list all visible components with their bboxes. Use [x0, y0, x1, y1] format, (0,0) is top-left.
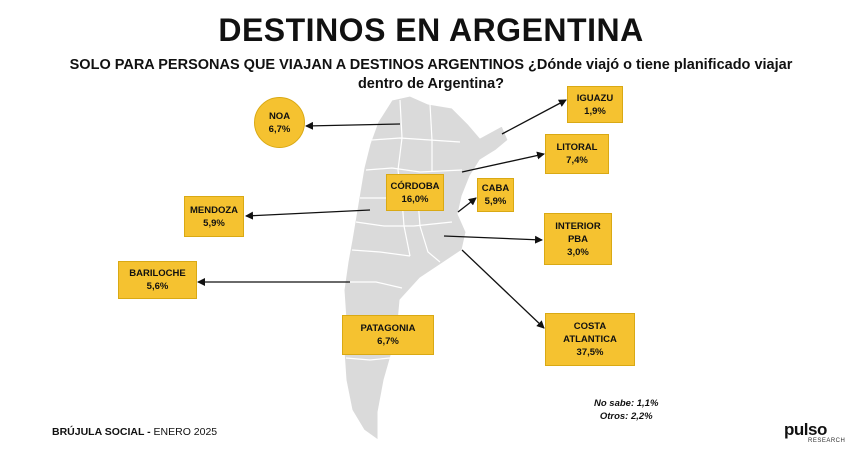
notes: No sabe: 1,1% Otros: 2,2% — [594, 397, 658, 423]
arrow-mendoza — [245, 209, 371, 220]
region-litoral-box: LITORAL 7,4% — [545, 134, 609, 174]
arrow-caba — [457, 197, 477, 213]
region-value: 6,7% — [268, 123, 291, 135]
region-value: 5,9% — [203, 217, 225, 229]
region-patagonia-box: PATAGONIA 6,7% — [342, 315, 434, 355]
footer-source: BRÚJULA SOCIAL - ENERO 2025 — [52, 426, 217, 438]
region-label: LITORAL — [556, 142, 598, 153]
note-otros: Otros: 2,2% — [599, 411, 653, 422]
logo-text: pulso — [784, 420, 827, 439]
arrow-iguazu — [501, 99, 567, 135]
region-value: 3,0% — [567, 246, 589, 258]
argentina-silhouette — [343, 95, 509, 441]
region-value: 1,9% — [584, 105, 606, 117]
region-costa-atlantica-box: COSTA ATLANTICA 37,5% — [545, 313, 635, 366]
region-value: 16,0% — [401, 193, 429, 205]
region-value: 5,9% — [484, 196, 507, 207]
arrow-interior-pba — [443, 235, 543, 244]
page-title: DESTINOS EN ARGENTINA — [218, 12, 644, 48]
region-value: 37,5% — [576, 347, 604, 358]
region-label: INTERIOR PBA — [555, 220, 601, 245]
footer-source-date: ENERO 2025 — [153, 426, 218, 438]
region-value: 6,7% — [377, 336, 399, 347]
region-label: CÓRDOBA — [390, 180, 440, 192]
region-label: IGUAZU — [576, 92, 614, 104]
logo-subtext: RESEARCH — [808, 438, 846, 444]
region-label: MENDOZA — [189, 204, 239, 216]
region-mendoza-box: MENDOZA 5,9% — [184, 196, 244, 237]
page-subtitle: SOLO PARA PERSONAS QUE VIAJAN A DESTINOS… — [69, 57, 793, 92]
region-label: BARILOCHE — [129, 268, 186, 279]
footer-source-bold: BRÚJULA SOCIAL - — [52, 426, 151, 438]
region-bariloche-box: BARILOCHE 5,6% — [118, 261, 197, 299]
region-iguazu-box: IGUAZU 1,9% — [567, 86, 623, 123]
region-label: CABA — [481, 183, 510, 194]
note-no-sabe: No sabe: 1,1% — [594, 398, 659, 409]
pulso-logo: pulso RESEARCH — [784, 420, 846, 448]
region-noa-box: NOA 6,7% — [254, 97, 305, 148]
region-caba-box: CABA 5,9% — [477, 178, 514, 212]
region-label: NOA — [268, 110, 291, 122]
region-label: COSTA ATLANTICA — [563, 321, 617, 345]
region-cordoba-box: CÓRDOBA 16,0% — [386, 174, 444, 211]
region-value: 7,4% — [566, 155, 588, 166]
arrow-noa — [305, 121, 401, 130]
region-label: PATAGONIA — [360, 323, 416, 334]
region-value: 5,6% — [146, 281, 169, 292]
region-interior-pba-box: INTERIOR PBA 3,0% — [544, 213, 612, 265]
arrows — [197, 99, 567, 329]
arrow-litoral — [461, 151, 545, 173]
arrow-costa-atlantica — [461, 249, 545, 329]
